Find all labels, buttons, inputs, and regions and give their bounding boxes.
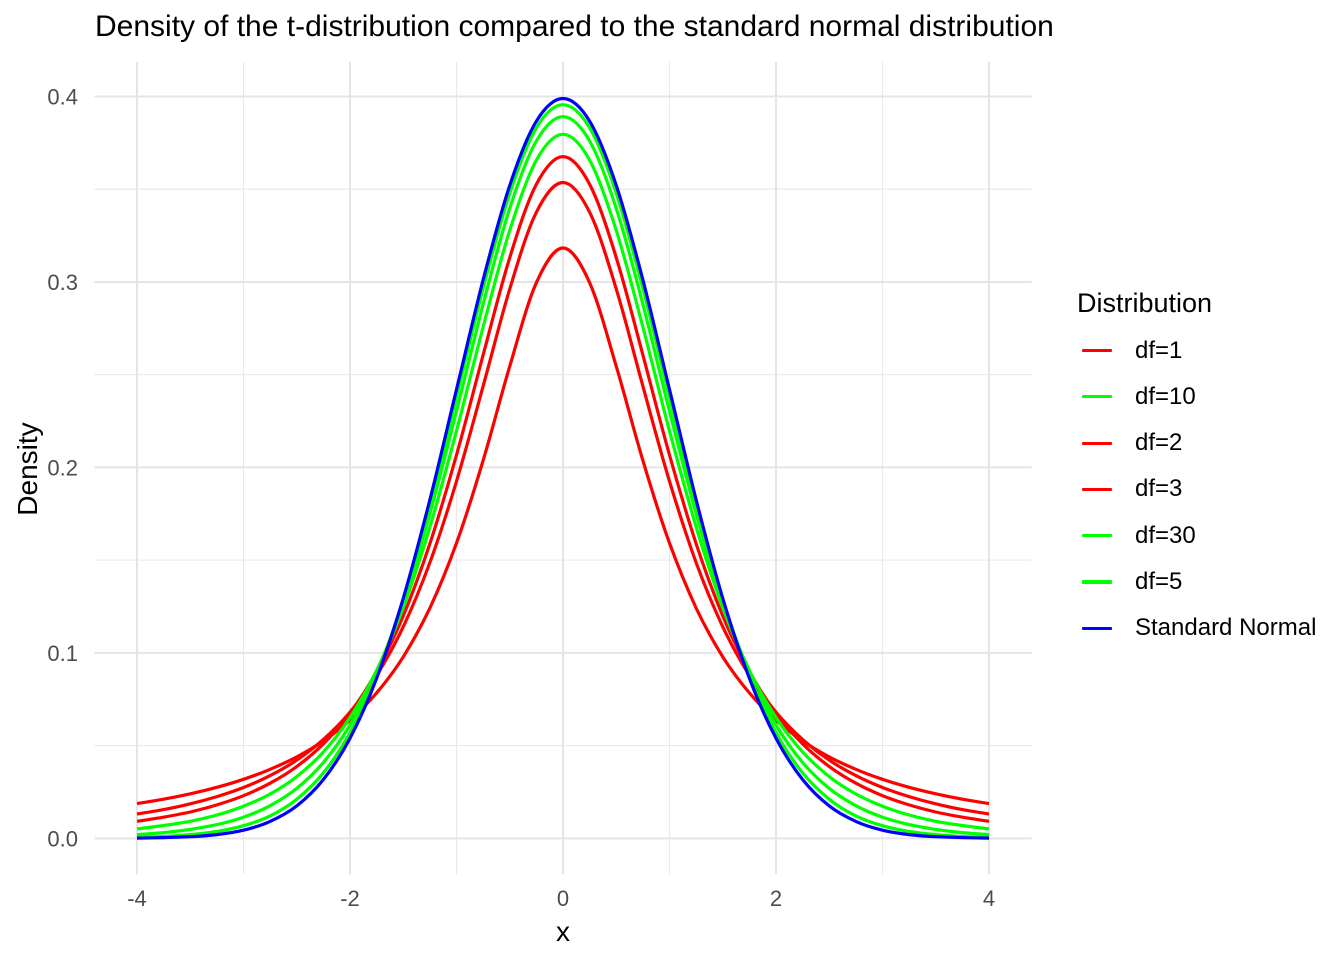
legend-key-line [1082,580,1112,584]
x-axis-title: x [556,916,570,947]
y-axis-title: Density [12,422,43,516]
x-tick-label: 0 [557,886,569,911]
curve-standard-normal [136,96,990,840]
curve-df-5 [136,132,990,831]
x-tick-labels: -4 -2 0 2 4 [127,886,995,911]
curve-df-30 [136,103,990,839]
legend-item-label: df=10 [1135,382,1196,410]
legend-key [1082,473,1112,505]
legend-key [1082,520,1112,552]
y-tick-label: 0.0 [47,826,78,851]
legend-item: df=1 [1077,336,1182,366]
curve-df-10 [136,115,990,837]
legend-title: Distribution [1077,288,1213,318]
legend-key [1082,381,1112,413]
legend-key [1082,335,1112,367]
legend-item: df=5 [1077,567,1182,597]
y-tick-label: 0.2 [47,455,78,480]
legend-key [1082,566,1112,598]
y-tick-label: 0.1 [47,641,78,666]
x-tick-label: 4 [983,886,995,911]
legend-item-label: df=30 [1135,521,1196,549]
legend-item: df=10 [1077,382,1196,412]
legend: Distribution df=1 df=10 df=2 df=3 df=30 df=5 S… [1077,288,1337,658]
legend-item-label: Standard Normal [1135,614,1317,642]
legend-item-label: df=2 [1135,429,1183,457]
legend-key [1082,612,1112,644]
curve-df-1 [136,246,990,806]
legend-key-line [1082,534,1112,538]
legend-key [1082,427,1112,459]
y-tick-label: 0.3 [47,270,78,295]
legend-item: df=3 [1077,474,1182,504]
legend-key-line [1082,395,1112,399]
legend-item-label: df=1 [1135,336,1183,364]
chart-title: Density of the t-distribution compared t… [95,10,1054,43]
x-tick-label: 2 [770,886,782,911]
legend-key-line [1082,348,1112,353]
legend-item: df=30 [1077,521,1196,551]
curve-df-2 [136,180,990,816]
legend-item: df=2 [1077,428,1182,458]
legend-key-line [1082,487,1112,491]
y-tick-label: 0.4 [47,84,78,109]
density-curves [136,96,990,840]
legend-key-line [1082,441,1112,445]
y-tick-labels: 0.0 0.1 0.2 0.3 0.4 [47,84,78,851]
legend-item-label: df=5 [1135,568,1183,595]
legend-item-label: df=3 [1135,475,1183,503]
x-tick-label: -4 [127,886,147,911]
curve-df-3 [136,155,990,823]
x-tick-label: -2 [340,886,360,911]
legend-key-line [1082,626,1112,630]
legend-item: Standard Normal [1077,613,1316,643]
